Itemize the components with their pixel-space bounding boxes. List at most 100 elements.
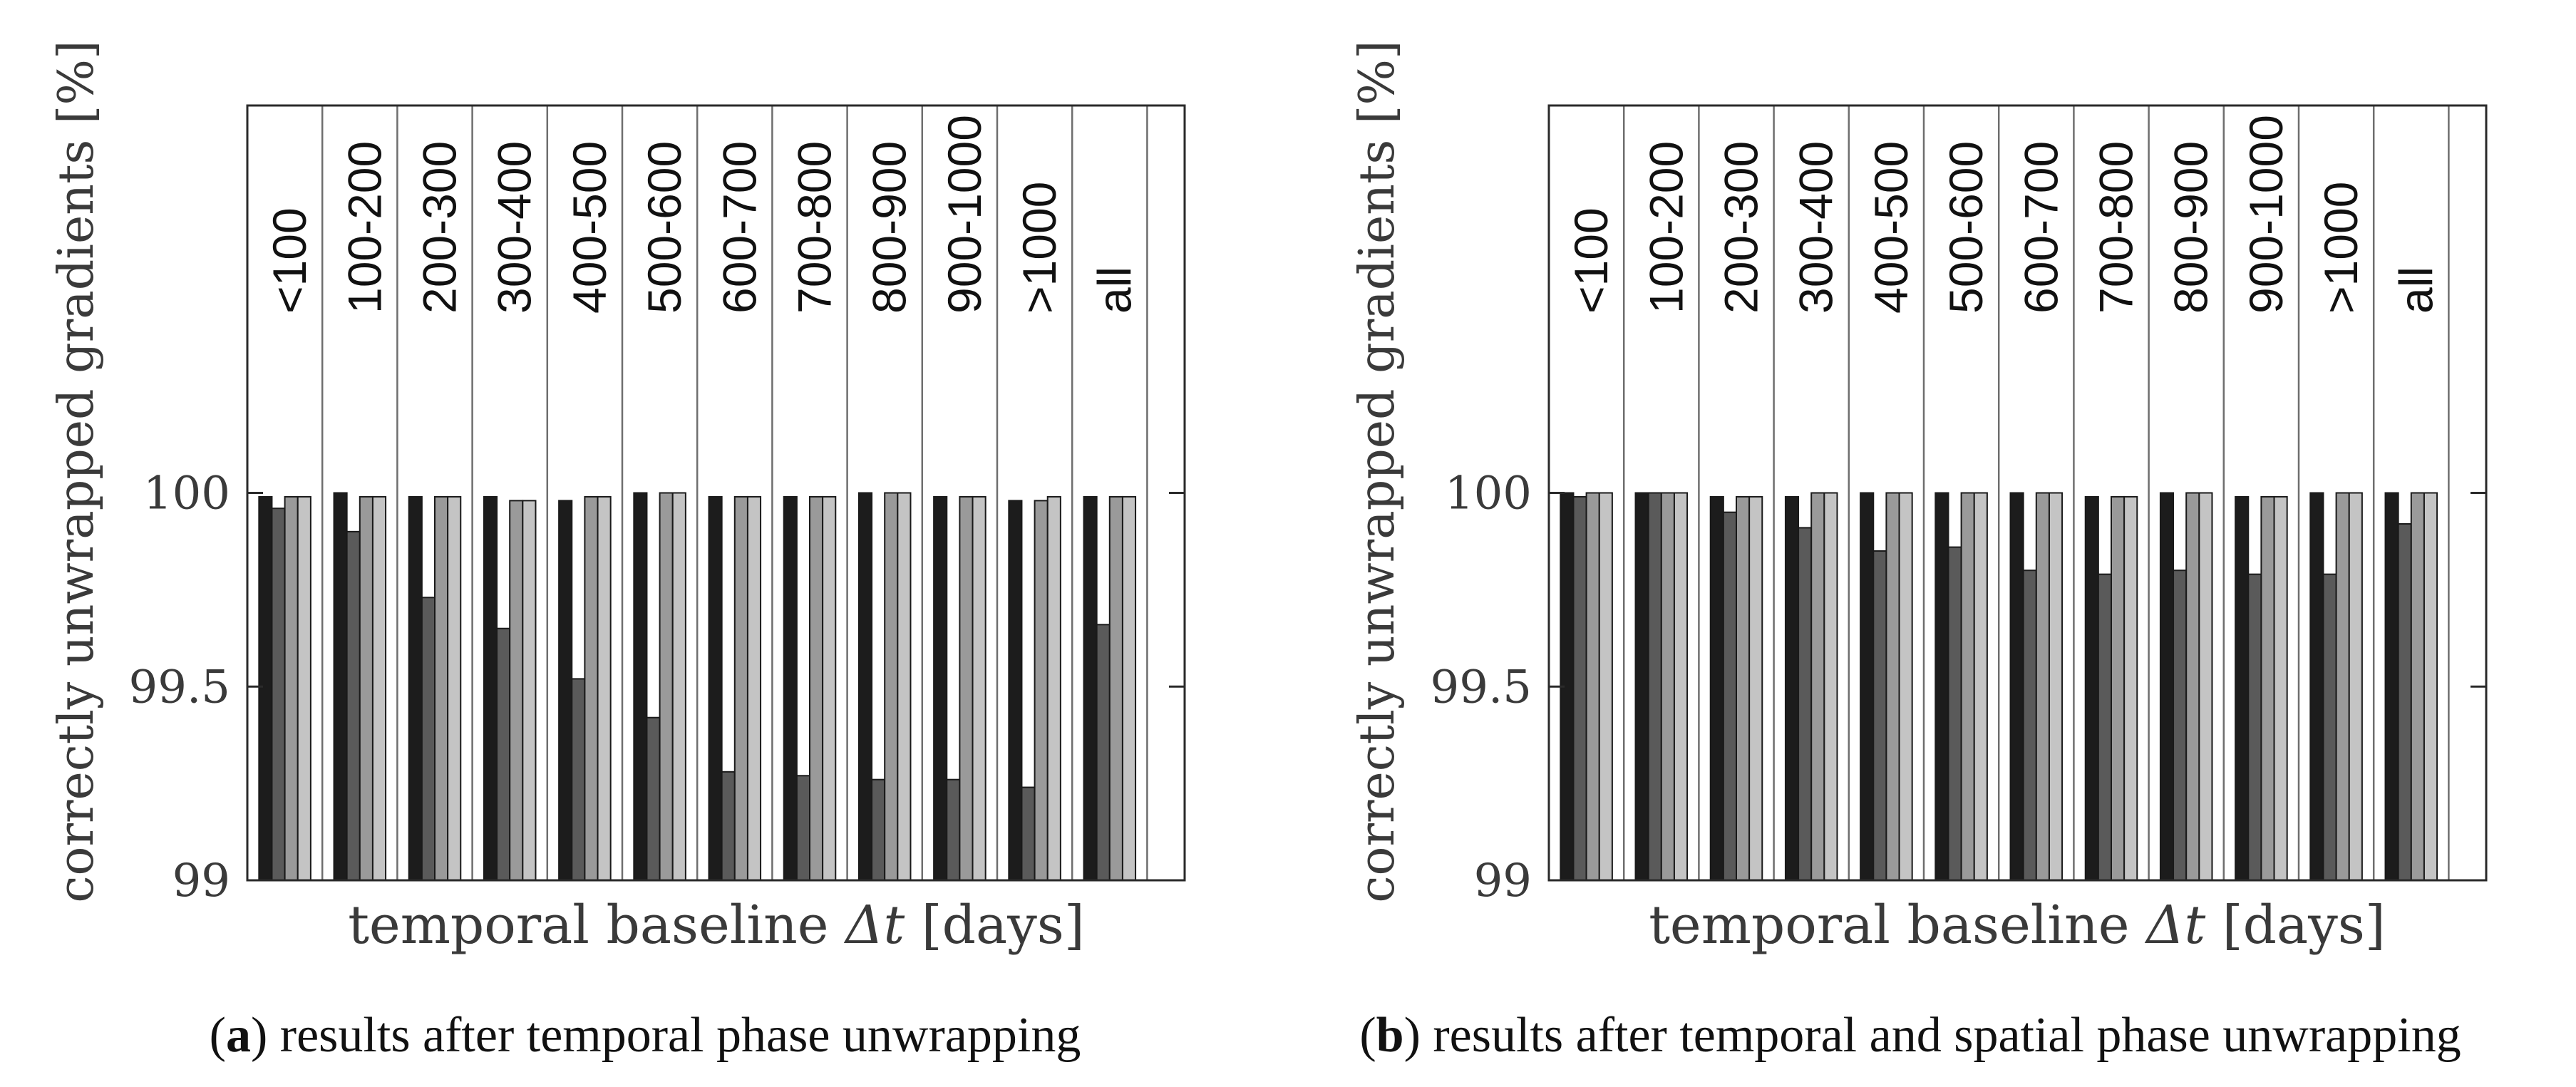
bar-a-3-3	[434, 495, 449, 881]
bar-b-2-9	[2173, 570, 2188, 881]
bar-a-2-8	[795, 775, 810, 881]
bar-a-3-10	[959, 495, 974, 881]
bar-a-1-12	[1083, 495, 1098, 881]
bar-b-3-8	[2111, 495, 2126, 881]
category-label: 800-900	[863, 141, 916, 314]
y-axis-label: correctly unwrapped gradients [%]	[48, 40, 105, 902]
bar-a-4-7	[746, 495, 762, 881]
bar-b-2-3	[1722, 511, 1737, 881]
category-label: 200-300	[413, 141, 465, 314]
category-label: 600-700	[2014, 141, 2067, 314]
bar-b-3-7	[2035, 492, 2050, 881]
bar-a-4-4	[522, 500, 537, 881]
category-label: 700-800	[788, 141, 840, 314]
bar-a-2-12	[1096, 624, 1111, 881]
bar-a-2-5	[571, 678, 586, 881]
category-label: 400-500	[1865, 141, 1917, 314]
bar-b-4-2	[1673, 492, 1689, 881]
bar-a-1-9	[857, 492, 873, 881]
bar-a-2-6	[646, 716, 661, 881]
bar-a-2-4	[496, 627, 511, 881]
bar-a-4-2	[371, 495, 387, 881]
y-axis-label: correctly unwrapped gradients [%]	[1349, 40, 1406, 902]
bar-b-3-11	[2335, 492, 2350, 881]
category-label: 100-200	[1639, 141, 1692, 314]
bar-b-3-9	[2185, 492, 2200, 881]
bar-b-4-12	[2423, 492, 2438, 881]
bar-a-4-6	[671, 492, 686, 881]
bar-a-1-5	[558, 500, 573, 881]
bar-a-1-8	[783, 495, 798, 881]
bar-b-1-4	[1784, 495, 1800, 881]
bar-a-3-12	[1108, 495, 1123, 881]
x-axis-label: temporal baseline Δt [days]	[348, 895, 1085, 956]
bar-a-4-11	[1046, 495, 1061, 881]
bar-b-2-2	[1647, 492, 1662, 881]
category-label: <100	[1565, 207, 1617, 314]
bar-a-3-2	[359, 495, 373, 881]
bar-a-1-3	[408, 495, 423, 881]
bar-a-2-9	[871, 778, 886, 881]
bar-b-2-1	[1572, 495, 1587, 881]
category-label: 900-1000	[2240, 115, 2292, 314]
bar-a-4-10	[972, 495, 986, 881]
category-label: all	[1088, 267, 1140, 314]
category-label: 200-300	[1714, 141, 1767, 314]
bar-a-4-12	[1121, 495, 1137, 881]
bar-a-3-4	[509, 500, 524, 881]
category-label: 600-700	[713, 141, 766, 314]
bar-a-4-8	[822, 495, 837, 881]
bar-b-3-10	[2260, 495, 2275, 881]
bar-a-4-3	[447, 495, 462, 881]
category-label: 300-400	[1790, 141, 1843, 314]
bar-a-1-4	[483, 495, 498, 881]
y-tick-label: 99.5	[129, 661, 231, 713]
bar-b-2-6	[1947, 546, 1962, 882]
bar-b-3-5	[1885, 492, 1900, 881]
panel-b: <100 100-200 200-300 300-400 400-500 500-600 6…	[1349, 40, 2488, 956]
bar-a-1-6	[633, 492, 648, 881]
category-label: 500-600	[1939, 141, 1992, 314]
y-tick-label: 99	[1474, 855, 1532, 907]
bar-b-2-7	[2022, 570, 2037, 881]
caption-b: (b) results after temporal and spatial p…	[1359, 1008, 2461, 1063]
bar-b-1-6	[1934, 492, 1949, 881]
bar-b-1-10	[2235, 495, 2250, 881]
bar-b-1-8	[2084, 495, 2099, 881]
bar-b-3-3	[1736, 495, 1751, 881]
caption-a: (a) results after temporal phase unwrapp…	[210, 1008, 1081, 1063]
bar-b-1-7	[2009, 492, 2024, 881]
bar-a-3-11	[1034, 500, 1049, 881]
category-label: >1000	[1013, 182, 1066, 314]
bar-b-4-11	[2348, 492, 2363, 881]
bar-b-3-2	[1660, 492, 1675, 881]
bar-a-2-7	[721, 771, 736, 881]
bar-b-1-9	[2159, 492, 2175, 881]
bar-a-3-6	[659, 492, 674, 881]
bar-b-2-10	[2247, 573, 2262, 881]
y-tick-label: 100	[143, 468, 230, 520]
category-label: >1000	[2314, 182, 2367, 314]
bar-b-4-6	[1973, 492, 1988, 881]
bar-a-3-5	[584, 495, 599, 881]
bar-b-2-8	[2097, 573, 2112, 881]
bar-a-3-9	[884, 492, 899, 881]
bar-b-4-9	[2198, 492, 2213, 881]
category-label: 700-800	[2089, 141, 2142, 314]
bar-b-4-3	[1748, 495, 1763, 881]
bar-a-1-10	[933, 495, 948, 881]
bar-b-3-1	[1585, 492, 1600, 881]
bar-b-4-8	[2123, 495, 2138, 881]
bar-b-1-3	[1709, 495, 1724, 881]
bar-b-2-5	[1872, 550, 1887, 882]
category-label: 500-600	[638, 141, 691, 314]
bar-b-4-10	[2273, 495, 2288, 881]
bar-a-2-2	[346, 530, 361, 881]
bar-a-1-11	[1008, 500, 1023, 881]
bar-b-1-2	[1634, 492, 1649, 881]
category-label: 400-500	[563, 141, 616, 314]
bar-a-2-1	[271, 508, 286, 881]
category-label: 100-200	[338, 141, 391, 314]
panel-a: <100 100-200 200-300 300-400 400-500 500-600 6…	[48, 40, 1186, 956]
